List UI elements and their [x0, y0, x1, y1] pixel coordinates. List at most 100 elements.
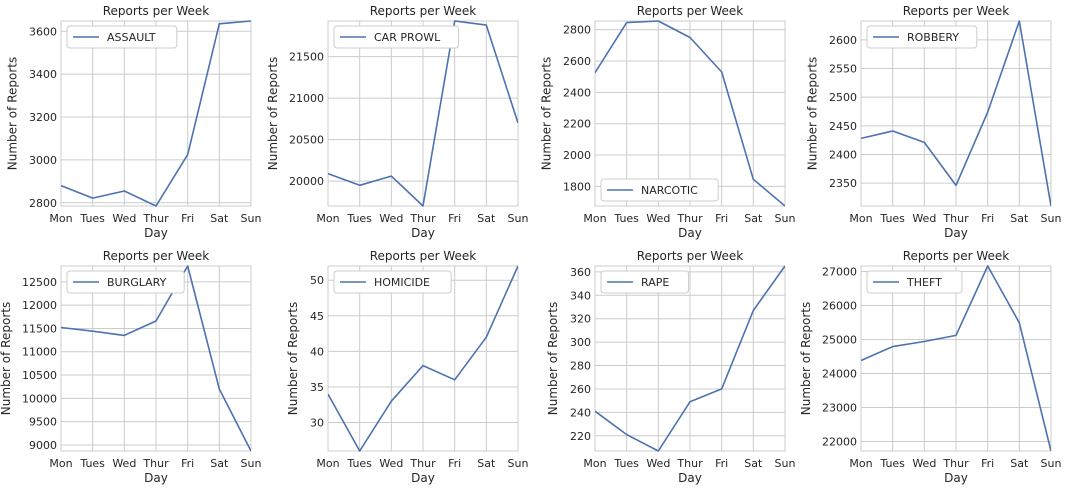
- chart-title: Reports per Week: [637, 4, 744, 18]
- subplot-car-prowl: Reports per Week Mon Tues Wed Thur Fri Sat Sun 2…: [266, 4, 528, 240]
- x-tick-label: Tues: [346, 457, 372, 470]
- x-tick-label: Wed: [379, 457, 403, 470]
- x-tick-label: Mon: [316, 212, 339, 225]
- x-tick-label: Fri: [181, 457, 194, 470]
- y-tick-label: 2400: [829, 148, 857, 161]
- axes-frame: [594, 20, 786, 207]
- chart-title: Reports per Week: [903, 249, 1010, 263]
- x-tick-label: Wed: [912, 212, 936, 225]
- subplot-assault: Reports per Week Mon Tues Wed Thur Fri Sat Sun 2…: [6, 4, 262, 240]
- y-tick-label: 340: [570, 289, 591, 302]
- y-tick-label: 2800: [563, 24, 591, 37]
- subplot-robbery: Reports per Week Mon Tues Wed Thur Fri Sat Sun 2…: [806, 4, 1062, 240]
- legend-box: [866, 270, 963, 294]
- y-axis-label: Number of Reports: [540, 57, 554, 170]
- y-tick-label: 20000: [289, 175, 324, 188]
- x-tick-label: Tues: [613, 457, 639, 470]
- subplot-narcotic: Reports per Week Mon Tues Wed Thur Fri Sat Sun 1…: [540, 4, 796, 240]
- subplot-rape: Reports per Week Mon Tues Wed Thur Fri Sat Sun 2…: [546, 249, 795, 485]
- y-tick-label: 2450: [829, 120, 857, 133]
- y-axis-label: Number of Reports: [0, 302, 13, 415]
- y-tick-label: 300: [570, 336, 591, 349]
- y-tick-label: 1800: [563, 180, 591, 193]
- subplot-theft: Reports per Week Mon Tues Wed Thur Fri Sat Sun 2…: [799, 249, 1061, 485]
- y-tick-label: 25000: [822, 333, 857, 346]
- x-tick-label: Fri: [448, 212, 461, 225]
- y-tick-label: 30: [310, 417, 324, 430]
- x-tick-label: Fri: [181, 212, 194, 225]
- chart-title: Reports per Week: [903, 4, 1010, 18]
- y-tick-label: 2500: [829, 91, 857, 104]
- x-tick-label: Thur: [142, 457, 169, 470]
- x-tick-label: Fri: [981, 212, 994, 225]
- x-tick-label: Mon: [49, 212, 72, 225]
- y-axis-label: Number of Reports: [799, 302, 813, 415]
- series-line: [861, 265, 1051, 452]
- x-tick-label: Thur: [409, 212, 436, 225]
- legend-label: NARCOTIC: [641, 184, 698, 197]
- x-tick-label: Thur: [676, 457, 703, 470]
- x-tick-label: Wed: [646, 457, 670, 470]
- x-tick-label: Sun: [241, 212, 262, 225]
- x-tick-label: Fri: [448, 457, 461, 470]
- axes-frame: [327, 265, 519, 452]
- y-tick-label: 2600: [563, 55, 591, 68]
- x-tick-label: Wed: [379, 212, 403, 225]
- y-tick-label: 26000: [822, 299, 857, 312]
- y-axis-label: Number of Reports: [546, 302, 560, 415]
- x-tick-label: Thur: [676, 212, 703, 225]
- chart-title: Reports per Week: [370, 4, 477, 18]
- legend-box: [66, 270, 185, 294]
- y-axis-label: Number of Reports: [266, 57, 280, 170]
- x-tick-label: Sun: [508, 212, 529, 225]
- y-tick-label: 9500: [29, 416, 57, 429]
- x-tick-label: Thur: [942, 212, 969, 225]
- x-tick-label: Wed: [646, 212, 670, 225]
- x-tick-label: Mon: [583, 457, 606, 470]
- x-tick-label: Thur: [142, 212, 169, 225]
- axes-frame: [60, 265, 252, 452]
- x-tick-label: Mon: [316, 457, 339, 470]
- legend-label: ASSAULT: [107, 31, 156, 44]
- x-tick-label: Mon: [849, 457, 872, 470]
- y-tick-label: 21000: [289, 92, 324, 105]
- x-axis-label: Day: [411, 471, 435, 485]
- x-tick-label: Sat: [744, 457, 763, 470]
- legend-box: [866, 25, 978, 49]
- series-line: [595, 265, 785, 452]
- axes-frame: [860, 20, 1052, 207]
- legend: HOMICIDE: [333, 270, 452, 294]
- y-tick-label: 2350: [829, 177, 857, 190]
- chart-title: Reports per Week: [103, 249, 210, 263]
- y-tick-label: 280: [570, 360, 591, 373]
- x-tick-label: Sat: [210, 212, 229, 225]
- axes-frame: [594, 265, 786, 452]
- y-tick-label: 3400: [29, 68, 57, 81]
- x-tick-label: Tues: [613, 212, 639, 225]
- legend: BURGLARY: [66, 270, 185, 294]
- y-tick-label: 2000: [563, 149, 591, 162]
- y-tick-label: 10000: [22, 392, 57, 405]
- y-tick-label: 23000: [822, 401, 857, 414]
- legend: RAPE: [600, 270, 690, 294]
- x-axis-label: Day: [944, 471, 968, 485]
- series-line: [61, 265, 251, 452]
- x-tick-label: Sun: [1041, 212, 1062, 225]
- x-tick-label: Fri: [981, 457, 994, 470]
- y-tick-label: 21500: [289, 51, 324, 64]
- x-tick-label: Mon: [849, 212, 872, 225]
- x-axis-label: Day: [144, 226, 168, 240]
- legend-label: RAPE: [641, 276, 669, 289]
- y-tick-label: 220: [570, 430, 591, 443]
- chart-title: Reports per Week: [637, 249, 744, 263]
- x-tick-label: Sun: [775, 457, 796, 470]
- series-line: [861, 20, 1051, 207]
- legend-box: [66, 25, 178, 49]
- y-tick-label: 320: [570, 313, 591, 326]
- legend-label: CAR PROWL: [374, 31, 441, 44]
- chart-title: Reports per Week: [370, 249, 477, 263]
- y-tick-label: 3000: [29, 154, 57, 167]
- x-tick-label: Tues: [879, 212, 905, 225]
- y-axis-label: Number of Reports: [806, 57, 820, 170]
- y-tick-label: 12500: [22, 276, 57, 289]
